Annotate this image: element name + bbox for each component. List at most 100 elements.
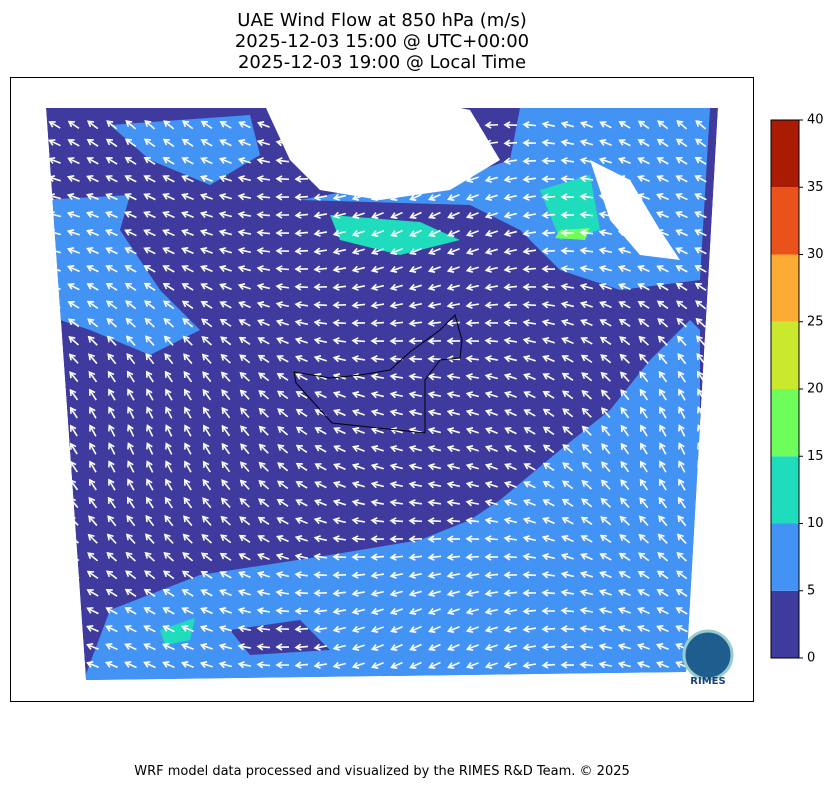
wind-arrow bbox=[313, 121, 328, 129]
wind-arrow bbox=[409, 661, 422, 669]
wind-arrow bbox=[88, 370, 98, 383]
wind-arrow bbox=[446, 463, 461, 471]
wind-arrow bbox=[390, 661, 403, 669]
wind-arrow bbox=[446, 626, 460, 633]
wind-arrow bbox=[48, 318, 61, 327]
wind-arrow bbox=[408, 157, 422, 165]
wind-arrow bbox=[427, 463, 442, 471]
wind-arrow bbox=[162, 643, 175, 651]
wind-arrow bbox=[108, 478, 116, 491]
wind-arrow bbox=[465, 175, 479, 183]
wind-arrow bbox=[237, 247, 252, 255]
wind-arrow bbox=[314, 391, 327, 399]
wind-arrow bbox=[638, 353, 649, 364]
wind-arrow bbox=[598, 229, 613, 237]
wind-arrow bbox=[541, 553, 556, 561]
wind-arrow bbox=[257, 535, 270, 543]
wind-arrow bbox=[351, 463, 365, 470]
wind-arrow bbox=[465, 481, 480, 489]
no-data bbox=[590, 160, 680, 260]
wind-arrow bbox=[351, 571, 366, 579]
wind-arrow bbox=[427, 301, 442, 309]
wind-arrow bbox=[256, 283, 271, 291]
wind-arrow bbox=[659, 424, 667, 437]
wind-arrow bbox=[351, 535, 366, 543]
wind-arrow bbox=[562, 426, 574, 436]
wind-arrow bbox=[275, 193, 290, 201]
wind-arrow bbox=[390, 229, 403, 237]
wind-arrow bbox=[143, 265, 156, 273]
wind-arrow bbox=[447, 661, 460, 669]
wind-arrow bbox=[183, 496, 193, 509]
wind-arrow bbox=[637, 283, 650, 291]
wind-arrow bbox=[86, 589, 99, 597]
wind-arrow bbox=[67, 120, 80, 130]
wind-arrow bbox=[47, 643, 62, 651]
wind-arrow bbox=[428, 643, 441, 651]
wind-arrow bbox=[256, 121, 270, 128]
wind-arrow bbox=[522, 535, 537, 543]
wind-arrow bbox=[314, 445, 327, 453]
wind-arrow bbox=[694, 211, 707, 219]
wind-arrow bbox=[427, 499, 442, 507]
wind-arrow bbox=[370, 535, 385, 543]
wind-arrow bbox=[541, 589, 556, 597]
wind-arrow bbox=[332, 355, 347, 363]
wind-arrow bbox=[163, 317, 175, 328]
wind-arrow bbox=[427, 283, 441, 291]
wind-arrow bbox=[125, 317, 136, 328]
wind-arrow bbox=[523, 499, 536, 507]
wind-arrow bbox=[108, 406, 116, 419]
wind-arrow bbox=[658, 496, 668, 509]
wind-arrow bbox=[389, 481, 404, 489]
wind-arrow bbox=[275, 265, 290, 273]
wind-arrow bbox=[237, 139, 251, 146]
wind-arrow bbox=[408, 391, 423, 399]
wind-arrow bbox=[313, 553, 328, 561]
wind-arrow bbox=[275, 229, 290, 237]
wind-arrow bbox=[427, 517, 442, 525]
wind-arrow bbox=[675, 588, 688, 597]
wind-arrow bbox=[237, 625, 252, 633]
wind-arrow bbox=[66, 193, 80, 201]
wind-arrow bbox=[127, 478, 135, 491]
wind-arrow bbox=[108, 388, 116, 401]
wind-arrow bbox=[428, 193, 441, 201]
wind-arrow bbox=[542, 444, 555, 454]
colorbar-tick-label: 10 bbox=[807, 516, 824, 531]
wind-arrow bbox=[165, 442, 173, 455]
wind-arrow bbox=[124, 211, 137, 219]
wind-arrow bbox=[238, 319, 251, 327]
wind-arrow bbox=[408, 139, 423, 147]
wind-arrow bbox=[162, 282, 175, 291]
wind-arrow bbox=[675, 211, 688, 219]
wind-arrow bbox=[541, 139, 556, 147]
wind-arrow bbox=[106, 317, 118, 328]
wind-arrow bbox=[199, 247, 213, 254]
wind-arrow bbox=[294, 643, 309, 651]
wind-arrow bbox=[48, 534, 61, 544]
wind-arrow bbox=[275, 283, 290, 291]
wind-arrow bbox=[256, 193, 271, 201]
wind-arrow bbox=[657, 533, 668, 544]
wind-arrow bbox=[676, 551, 687, 562]
wind-arrow bbox=[560, 625, 575, 633]
wind-arrow bbox=[67, 607, 80, 615]
wind-arrow bbox=[181, 157, 194, 165]
wind-arrow bbox=[108, 460, 116, 473]
wind-arrow bbox=[67, 265, 80, 273]
wind-arrow bbox=[656, 157, 669, 165]
wind-arrow bbox=[162, 229, 175, 237]
colorbar-segment bbox=[771, 254, 799, 322]
wind-arrow bbox=[465, 571, 480, 579]
wind-arrow bbox=[484, 589, 499, 597]
wind-arrow bbox=[332, 607, 347, 615]
wind-arrow bbox=[659, 406, 667, 419]
wind-arrow bbox=[313, 625, 328, 633]
colorbar: 0 5 10 15 20 25 30 35 40 bbox=[770, 113, 824, 666]
wind-arrow bbox=[427, 427, 442, 435]
wind-arrow bbox=[239, 497, 250, 508]
wind-arrow bbox=[561, 372, 574, 381]
wind-arrow bbox=[201, 353, 212, 364]
wind-arrow bbox=[238, 336, 251, 345]
